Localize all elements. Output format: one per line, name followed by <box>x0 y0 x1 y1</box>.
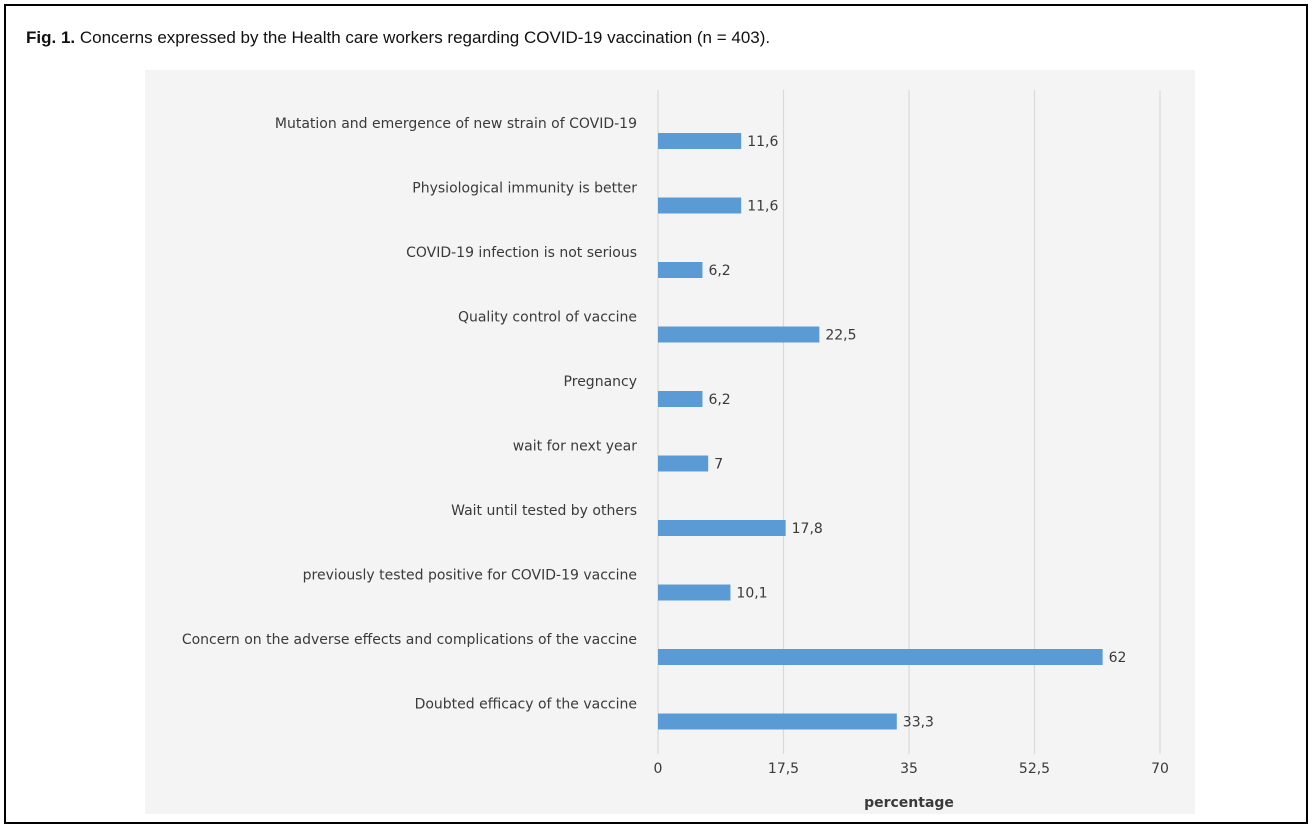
data-label: 17,8 <box>792 521 823 537</box>
category-label: COVID-19 infection is not serious <box>406 245 637 261</box>
category-label: Mutation and emergence of new strain of … <box>275 116 637 132</box>
caption-label: Fig. 1. <box>26 28 76 47</box>
data-label: 11,6 <box>747 134 778 150</box>
data-label: 6,2 <box>708 392 730 408</box>
bar <box>658 649 1103 665</box>
bar-chart: Mutation and emergence of new strain of … <box>182 90 1169 811</box>
bar <box>658 197 742 214</box>
data-label: 6,2 <box>708 263 730 279</box>
category-label: Doubted efficacy of the vaccine <box>415 697 637 713</box>
chart-area: Mutation and emergence of new strain of … <box>145 70 1195 814</box>
category-label: previously tested positive for COVID-19 … <box>303 568 637 584</box>
caption-text: Concerns expressed by the Health care wo… <box>79 28 771 47</box>
x-tick-label: 52,5 <box>1019 761 1050 777</box>
bar <box>658 326 820 343</box>
x-tick-label: 35 <box>900 761 918 777</box>
x-tick-label: 70 <box>1151 761 1169 777</box>
data-label: 33,3 <box>903 715 934 731</box>
bar <box>658 262 703 278</box>
x-axis-label: percentage <box>864 795 954 811</box>
bar <box>658 455 709 472</box>
data-label: 7 <box>714 457 723 473</box>
bar <box>658 584 731 601</box>
x-tick-label: 0 <box>654 761 663 777</box>
data-label: 22,5 <box>825 328 856 344</box>
data-label: 11,6 <box>747 199 778 215</box>
x-tick-label: 17,5 <box>768 761 799 777</box>
data-label: 10,1 <box>736 586 767 602</box>
category-label: Physiological immunity is better <box>412 181 637 197</box>
category-label: Pregnancy <box>564 374 637 390</box>
category-label: Concern on the adverse effects and compl… <box>182 632 637 648</box>
data-label: 62 <box>1109 650 1127 666</box>
category-label: Wait until tested by others <box>451 503 637 519</box>
bar <box>658 520 786 536</box>
figure-caption: Fig. 1. Concerns expressed by the Health… <box>26 28 770 48</box>
bar <box>658 133 742 149</box>
bar <box>658 391 703 407</box>
category-label: wait for next year <box>513 439 638 455</box>
category-label: Quality control of vaccine <box>458 310 637 326</box>
bar <box>658 713 897 730</box>
